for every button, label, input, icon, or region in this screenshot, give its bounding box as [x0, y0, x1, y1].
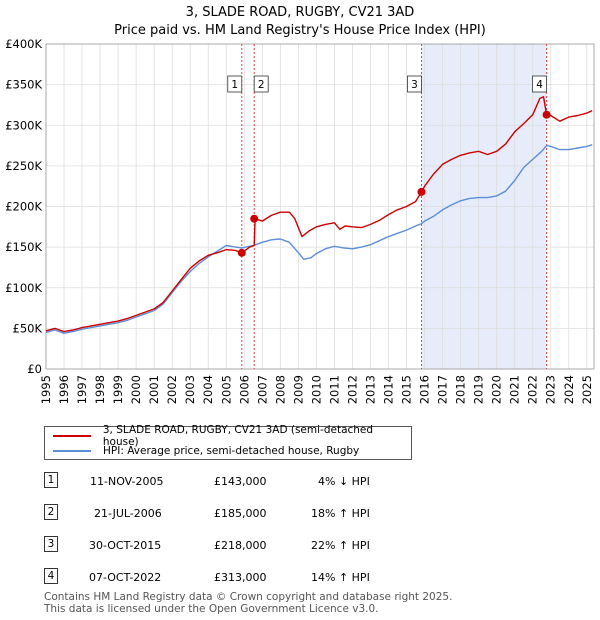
sale-marker-box: 3 [407, 75, 422, 93]
x-tick-label: 2016 [418, 375, 432, 404]
price-chart: 3, SLADE ROAD, RUGBY, CV21 3AD Price pai… [5, 5, 595, 404]
x-tick-label: 2007 [255, 375, 269, 404]
sale-row: 2 21-JUL-2006 £185,000 18% ↑ HPI [0, 504, 600, 522]
sale-marker-label: 3 [411, 79, 418, 91]
sale-marker-box: 1 [227, 75, 243, 93]
x-tick-label: 2017 [436, 375, 450, 404]
legend-swatch-hpi [53, 450, 91, 452]
x-tick-label: 2023 [544, 375, 558, 404]
y-tick-label: £0 [27, 362, 42, 376]
x-tick-label: 2015 [400, 375, 414, 404]
chart-subtitle: Price paid vs. HM Land Registry's House … [114, 23, 486, 38]
sale-marker-frame [227, 75, 243, 93]
sale-marker-label: 1 [231, 79, 238, 91]
sale-marker-frame [407, 75, 422, 93]
sale-hpi-diff: 14% ↑ HPI [311, 571, 370, 584]
legend-item-property: 3, SLADE ROAD, RUGBY, CV21 3AD (semi-det… [53, 424, 411, 448]
x-tick-label: 2024 [562, 375, 576, 404]
x-tick-label: 2020 [490, 375, 504, 404]
x-tick-label: 2005 [219, 375, 233, 404]
legend: 3, SLADE ROAD, RUGBY, CV21 3AD (semi-det… [44, 424, 412, 460]
sale-marker-frame [532, 75, 547, 93]
x-tick-label: 2009 [291, 375, 305, 404]
x-tick-label: 1995 [39, 375, 53, 404]
x-tick-label: 2019 [472, 375, 486, 404]
y-tick-label: £350K [5, 78, 42, 92]
x-tick-label: 2012 [345, 375, 359, 404]
sale-row: 3 30-OCT-2015 £218,000 22% ↑ HPI [0, 536, 600, 554]
sale-hpi-diff: 4% ↓ HPI [318, 475, 370, 488]
property-price-line [45, 96, 593, 333]
sale-hpi-diff: 18% ↑ HPI [311, 507, 370, 520]
sale-hpi-diff: 22% ↑ HPI [311, 539, 370, 552]
legend-item-hpi: HPI: Average price, semi-detached house,… [53, 444, 359, 458]
plot-area [45, 43, 595, 370]
x-tick-label: 2006 [237, 375, 251, 404]
x-tick-label: 2000 [129, 375, 143, 404]
hpi-line [45, 144, 593, 334]
sale-row: 1 11-NOV-2005 £143,000 4% ↓ HPI [0, 472, 600, 490]
legend-swatch-property [53, 435, 91, 437]
x-tick-label: 2008 [273, 375, 287, 404]
y-tick-label: £300K [5, 118, 42, 132]
x-tick-label: 2011 [327, 375, 341, 404]
sale-price: £218,000 [214, 539, 267, 552]
sale-point [250, 214, 259, 223]
x-tick-label: 2003 [183, 375, 197, 404]
x-tick-label: 2022 [526, 375, 540, 404]
sale-point [417, 187, 426, 196]
y-tick-label: £200K [5, 200, 42, 214]
sale-price: £185,000 [214, 507, 267, 520]
y-tick-label: £150K [5, 240, 42, 254]
x-tick-label: 2021 [508, 375, 522, 404]
sale-number-box: 3 [44, 536, 58, 552]
footer-copyright: Contains HM Land Registry data © Crown c… [44, 591, 453, 603]
sale-marker-label: 4 [536, 79, 543, 91]
footer: Contains HM Land Registry data © Crown c… [44, 591, 452, 615]
sale-row: 4 07-OCT-2022 £313,000 14% ↑ HPI [0, 568, 600, 586]
x-tick-label: 1996 [57, 375, 71, 404]
sale-date: 07-OCT-2022 [89, 571, 162, 584]
x-tick-label: 1998 [93, 375, 107, 404]
x-tick-label: 1997 [75, 375, 89, 404]
x-tick-label: 2001 [147, 375, 161, 404]
sale-marker-box: 4 [532, 75, 547, 93]
sale-point [542, 110, 551, 119]
sale-price: £313,000 [214, 571, 267, 584]
y-tick-label: £250K [5, 159, 42, 173]
sale-marker-box: 2 [253, 75, 269, 93]
x-tick-label: 1999 [111, 375, 125, 404]
sale-marker-label: 2 [258, 79, 265, 91]
x-tick-label: 2002 [165, 375, 179, 404]
footer-licence: This data is licensed under the Open Gov… [44, 603, 379, 615]
legend-label-property: 3, SLADE ROAD, RUGBY, CV21 3AD (semi-det… [102, 424, 374, 448]
sale-number-box: 1 [44, 472, 58, 488]
sale-date: 30-OCT-2015 [89, 539, 162, 552]
legend-label-hpi: HPI: Average price, semi-detached house,… [103, 445, 360, 457]
sale-marker-frame [253, 75, 269, 93]
sale-number-box: 4 [44, 568, 58, 584]
y-tick-label: £400K [5, 37, 42, 51]
chart-title: 3, SLADE ROAD, RUGBY, CV21 3AD [186, 5, 415, 20]
y-tick-label: £100K [5, 281, 42, 295]
x-tick-label: 2010 [309, 375, 323, 404]
x-tick-label: 2004 [201, 375, 215, 404]
x-tick-label: 2014 [382, 375, 396, 404]
x-tick-label: 2025 [580, 375, 594, 404]
sale-number-box: 2 [44, 504, 58, 520]
x-tick-label: 2018 [454, 375, 468, 404]
x-tick-label: 2013 [363, 375, 377, 404]
sale-date: 11-NOV-2005 [90, 475, 164, 488]
sale-date: 21-JUL-2006 [94, 507, 162, 520]
sale-price: £143,000 [214, 475, 267, 488]
sale-point [237, 248, 246, 257]
y-tick-label: £50K [13, 321, 43, 335]
